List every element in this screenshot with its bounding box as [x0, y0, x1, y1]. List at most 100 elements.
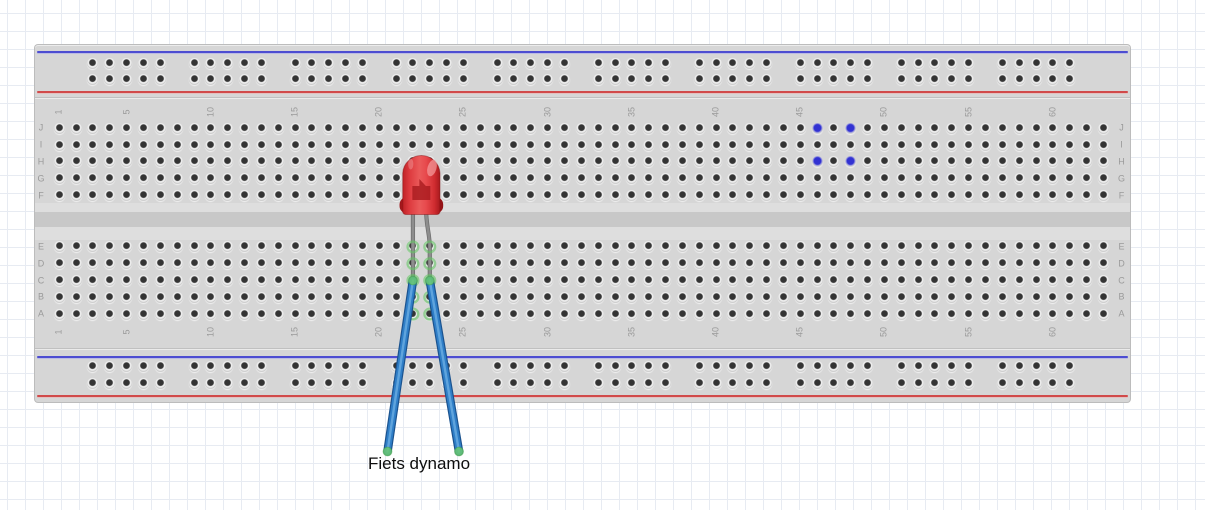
- breadboard-hole[interactable]: [289, 173, 301, 185]
- breadboard-hole[interactable]: [727, 190, 739, 201]
- power-rail-hole[interactable]: [946, 74, 958, 86]
- breadboard-hole[interactable]: [121, 173, 133, 185]
- breadboard-hole[interactable]: [104, 139, 116, 151]
- breadboard-hole[interactable]: [626, 308, 638, 320]
- power-rail-hole[interactable]: [727, 57, 739, 69]
- breadboard-hole[interactable]: [87, 275, 99, 286]
- breadboard-hole[interactable]: [996, 156, 1008, 168]
- breadboard-hole[interactable]: [340, 173, 352, 185]
- breadboard-hole[interactable]: [559, 156, 570, 168]
- power-rail-hole[interactable]: [929, 57, 941, 69]
- power-rail-hole[interactable]: [407, 377, 419, 389]
- breadboard-hole[interactable]: [154, 190, 166, 201]
- breadboard-hole[interactable]: [1013, 308, 1025, 320]
- breadboard-hole[interactable]: [895, 156, 907, 168]
- breadboard-hole[interactable]: [323, 291, 335, 303]
- breadboard-hole[interactable]: [912, 275, 924, 286]
- breadboard-hole[interactable]: [323, 275, 335, 286]
- power-rail-hole[interactable]: [306, 377, 318, 389]
- breadboard-hole[interactable]: [188, 122, 200, 134]
- power-rail-hole[interactable]: [323, 377, 335, 389]
- breadboard-hole[interactable]: [508, 190, 520, 201]
- breadboard-hole[interactable]: [1030, 173, 1042, 185]
- breadboard-hole[interactable]: [53, 122, 65, 134]
- breadboard-hole[interactable]: [239, 139, 251, 151]
- breadboard-hole[interactable]: [710, 291, 722, 303]
- power-rail-hole[interactable]: [811, 361, 823, 373]
- power-rail-hole[interactable]: [289, 74, 301, 86]
- power-rail-hole[interactable]: [289, 57, 301, 69]
- breadboard-hole[interactable]: [1064, 173, 1076, 185]
- breadboard-hole[interactable]: [1081, 190, 1093, 201]
- breadboard-hole[interactable]: [340, 241, 352, 253]
- breadboard-hole[interactable]: [912, 122, 924, 134]
- power-rail-hole[interactable]: [828, 57, 840, 69]
- breadboard-hole[interactable]: [559, 173, 570, 185]
- breadboard-hole[interactable]: [457, 291, 469, 303]
- breadboard-hole[interactable]: [373, 241, 385, 253]
- breadboard-hole[interactable]: [289, 291, 301, 303]
- breadboard-hole[interactable]: [980, 173, 991, 185]
- power-rail-hole[interactable]: [761, 74, 773, 86]
- breadboard-hole[interactable]: [474, 258, 486, 270]
- breadboard-hole[interactable]: [710, 241, 722, 253]
- breadboard-hole[interactable]: [811, 308, 823, 320]
- breadboard-hole[interactable]: [1013, 156, 1025, 168]
- breadboard-hole[interactable]: [390, 275, 402, 286]
- breadboard-hole[interactable]: [676, 190, 688, 201]
- breadboard-hole[interactable]: [441, 156, 453, 168]
- breadboard-hole[interactable]: [356, 275, 368, 286]
- breadboard-hole[interactable]: [761, 291, 773, 303]
- breadboard-hole[interactable]: [895, 258, 907, 270]
- breadboard-hole[interactable]: [609, 190, 621, 201]
- breadboard-hole[interactable]: [239, 190, 251, 201]
- breadboard-hole[interactable]: [912, 156, 924, 168]
- breadboard-hole[interactable]: [895, 291, 907, 303]
- breadboard-hole[interactable]: [693, 291, 705, 303]
- power-rail-hole[interactable]: [441, 74, 453, 86]
- breadboard-hole[interactable]: [1064, 156, 1076, 168]
- breadboard-hole[interactable]: [878, 173, 890, 185]
- power-rail-hole[interactable]: [963, 74, 975, 86]
- breadboard-hole[interactable]: [592, 122, 604, 134]
- breadboard-hole[interactable]: [811, 139, 823, 151]
- power-rail-hole[interactable]: [255, 361, 267, 373]
- breadboard-hole[interactable]: [289, 275, 301, 286]
- breadboard-hole[interactable]: [154, 173, 166, 185]
- power-rail-hole[interactable]: [154, 74, 166, 86]
- breadboard-hole[interactable]: [205, 122, 217, 134]
- breadboard-hole[interactable]: [828, 241, 840, 253]
- power-rail-hole[interactable]: [87, 74, 99, 86]
- breadboard-hole[interactable]: [996, 258, 1008, 270]
- power-rail-hole[interactable]: [609, 377, 621, 389]
- power-rail-hole[interactable]: [491, 377, 503, 389]
- power-rail-hole[interactable]: [862, 57, 874, 69]
- breadboard-hole[interactable]: [70, 156, 82, 168]
- breadboard-hole[interactable]: [491, 122, 503, 134]
- breadboard-hole[interactable]: [693, 275, 705, 286]
- breadboard-hole[interactable]: [171, 190, 183, 201]
- breadboard-hole[interactable]: [289, 122, 301, 134]
- power-rail-hole[interactable]: [87, 377, 99, 389]
- power-rail-hole[interactable]: [289, 377, 301, 389]
- breadboard-hole[interactable]: [693, 258, 705, 270]
- power-rail-hole[interactable]: [912, 361, 924, 373]
- breadboard-hole[interactable]: [508, 241, 520, 253]
- breadboard-hole[interactable]: [1013, 190, 1025, 201]
- power-rail-hole[interactable]: [138, 361, 149, 373]
- breadboard-hole[interactable]: [592, 291, 604, 303]
- breadboard-hole[interactable]: [239, 156, 251, 168]
- breadboard-hole[interactable]: [996, 308, 1008, 320]
- breadboard-hole[interactable]: [761, 190, 773, 201]
- breadboard-hole[interactable]: [946, 258, 958, 270]
- breadboard-hole[interactable]: [744, 139, 756, 151]
- breadboard-hole[interactable]: [272, 275, 284, 286]
- breadboard-hole[interactable]: [912, 190, 924, 201]
- breadboard-hole[interactable]: [609, 173, 621, 185]
- breadboard-hole[interactable]: [862, 156, 874, 168]
- breadboard-hole[interactable]: [441, 275, 453, 286]
- power-rail-hole[interactable]: [542, 377, 554, 389]
- breadboard-hole[interactable]: [1064, 258, 1076, 270]
- breadboard-hole[interactable]: [457, 190, 469, 201]
- power-rail-hole[interactable]: [1030, 74, 1042, 86]
